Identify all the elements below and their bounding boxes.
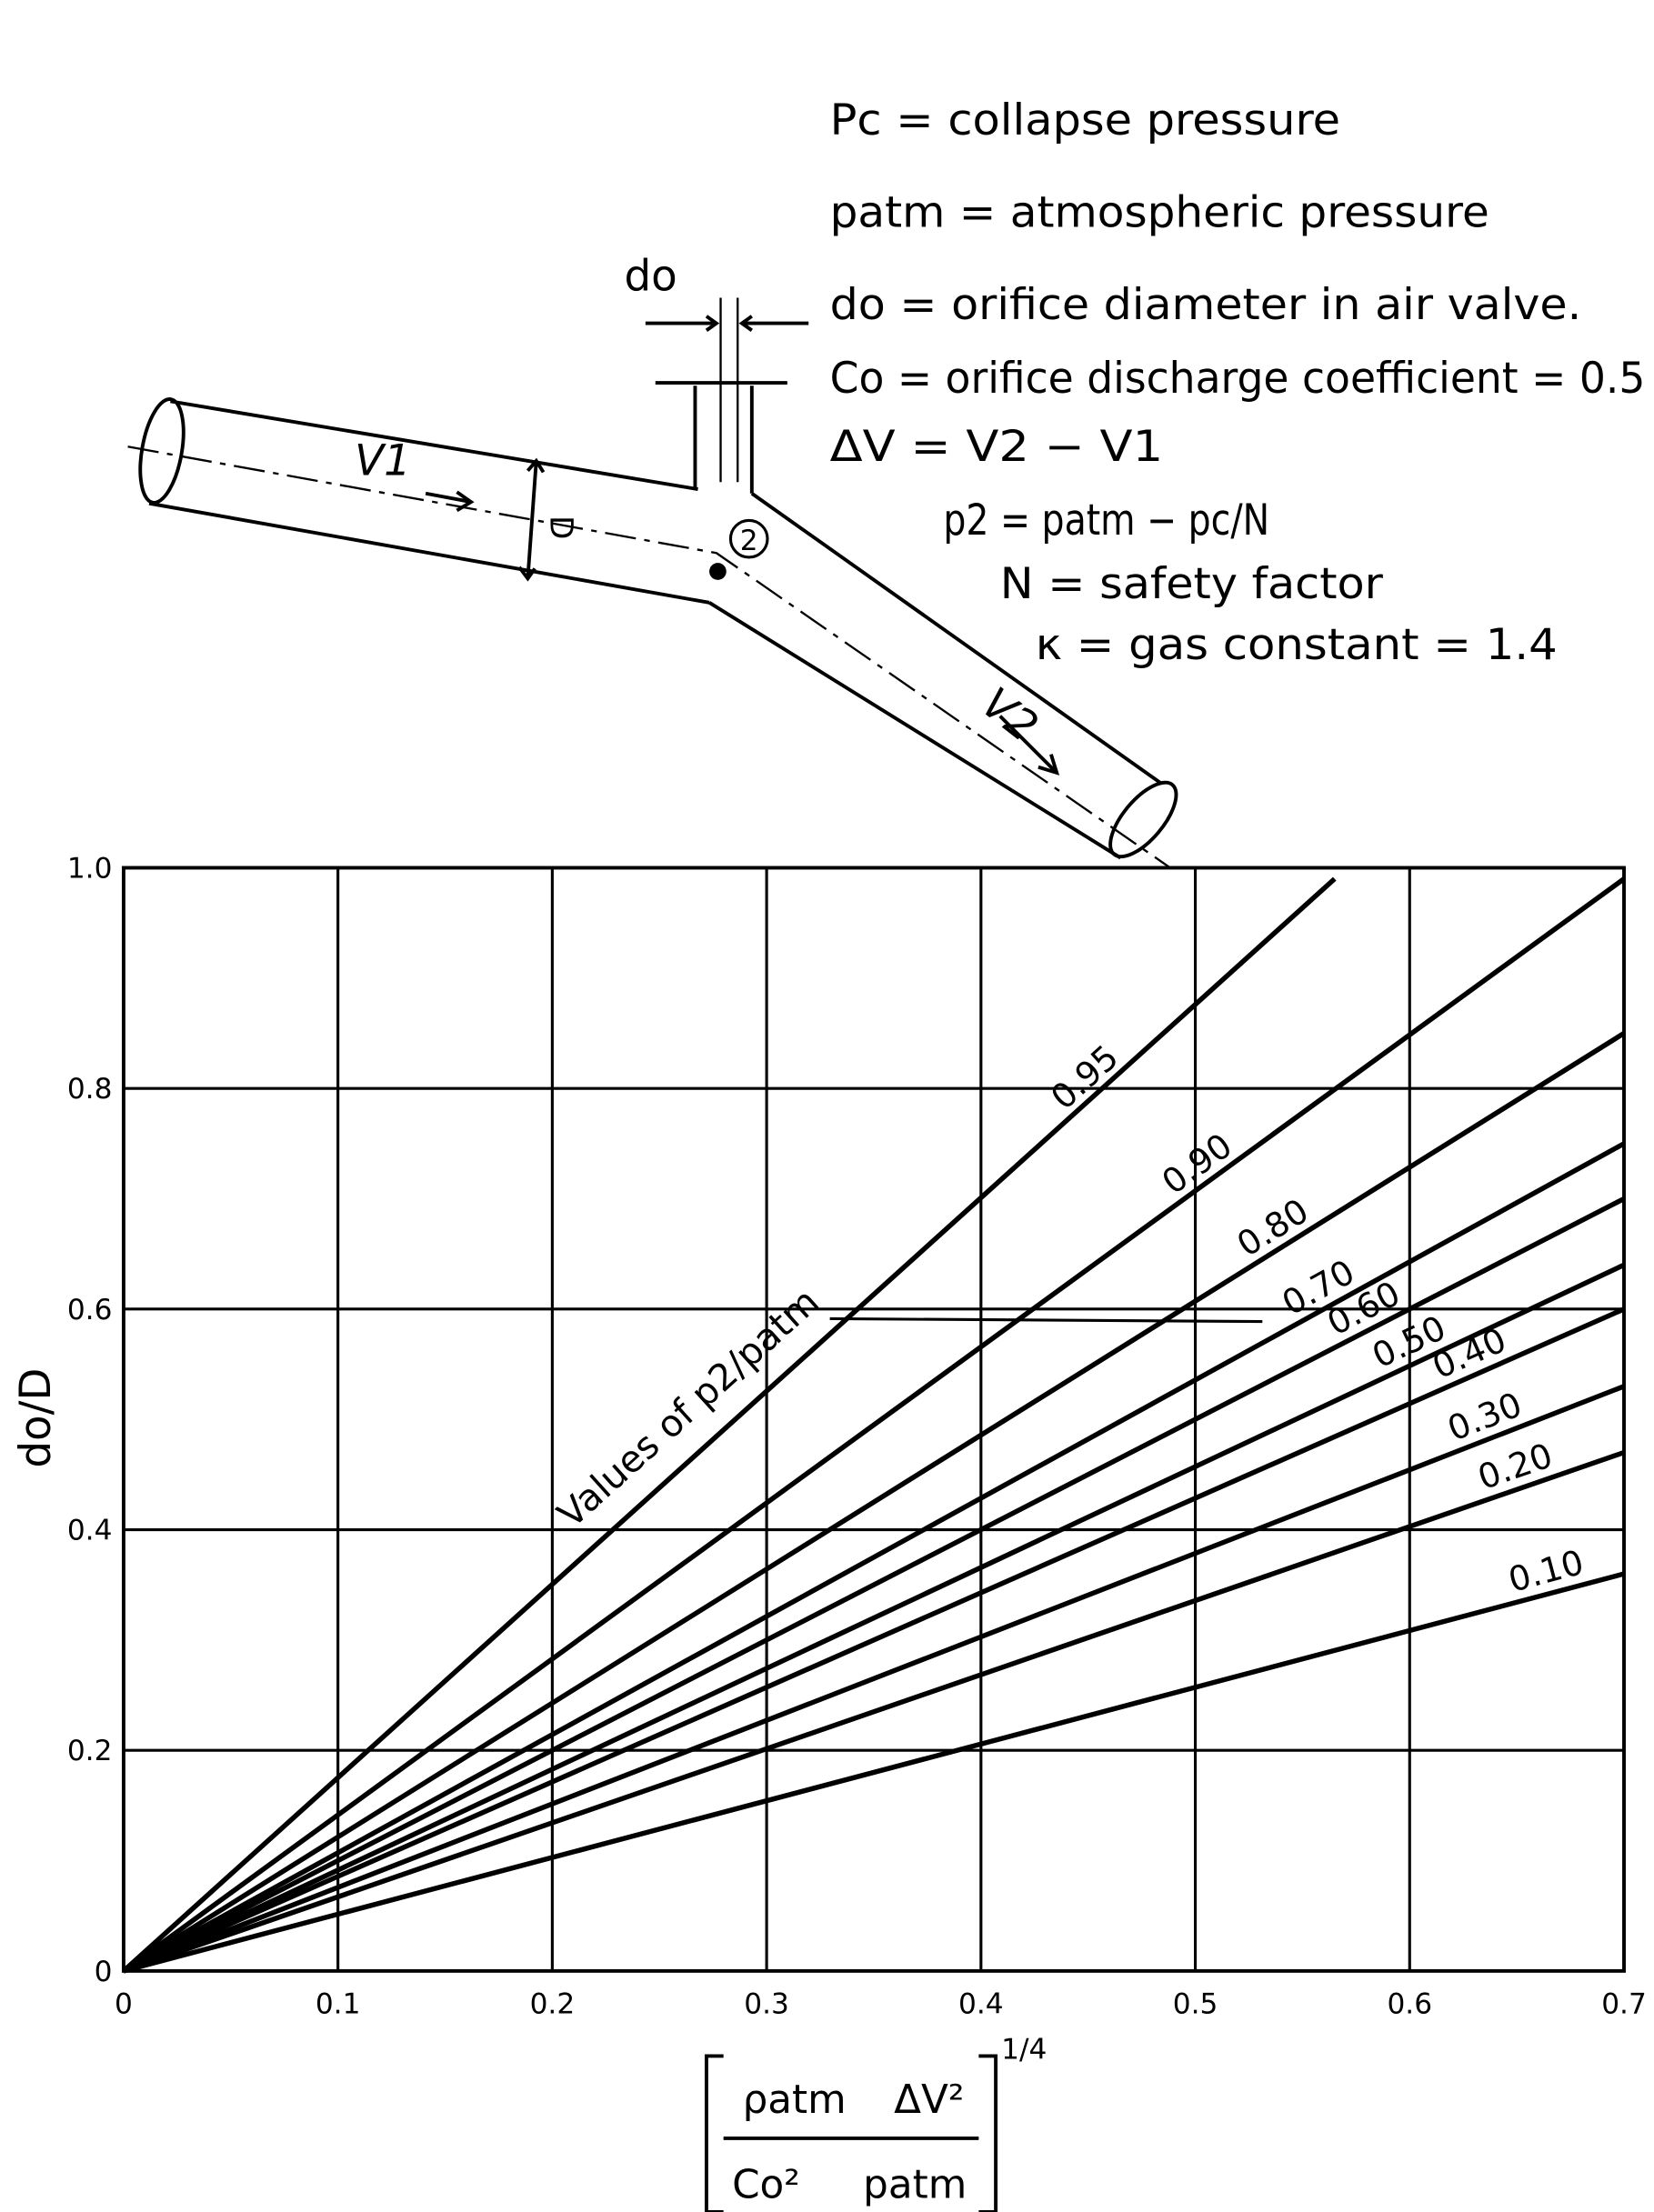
flow-arrow xyxy=(998,715,1060,776)
chart: 0 0.1 0.2 0.3 0.4 0.5 0.6 0.7 0 0.2 0.4 0.6 0.8 1.0 0.… xyxy=(12,852,1647,2212)
x-tick-label: 0.6 xyxy=(1387,1988,1432,2021)
definition: patm = atmospheric pressure xyxy=(830,189,1489,238)
y-tick-label: 0 xyxy=(95,1956,113,1988)
label-d: D xyxy=(542,515,578,539)
x-tick-label: 0.3 xyxy=(744,1988,789,2021)
plot-frame xyxy=(121,866,1626,1973)
y-tick-label: 0.2 xyxy=(67,1735,113,1767)
pipe-diagram xyxy=(127,297,1178,869)
definition: ΔV = V2 − V1 xyxy=(830,423,1164,472)
orifice xyxy=(719,297,739,483)
x-axis-label-part: patm xyxy=(863,2161,967,2207)
x-axis-label-part: ΔV² xyxy=(894,2077,964,2123)
series-line xyxy=(122,1384,1625,1974)
annotation: Values of p2/patm xyxy=(549,1279,827,1536)
series-line xyxy=(122,876,1626,1974)
definition: N = safety factor xyxy=(1000,560,1384,609)
pipe-end xyxy=(138,397,185,505)
point-dot xyxy=(709,563,727,580)
series-line xyxy=(123,1571,1625,1974)
y-tick-label: 1.0 xyxy=(67,852,113,885)
series-line xyxy=(122,1262,1626,1974)
annotation-leader xyxy=(829,1316,1263,1324)
x-axis-label-part: Co² xyxy=(732,2161,800,2207)
label-v1: V1 xyxy=(355,436,411,485)
series-line xyxy=(123,1449,1625,1974)
x-axis-label-part: 1/4 xyxy=(1001,2034,1047,2067)
x-axis-label-brackets xyxy=(704,2054,998,2212)
x-tick-label: 0.2 xyxy=(530,1988,576,2021)
y-tick-label: 0.8 xyxy=(67,1073,113,1106)
flow-arrow xyxy=(425,490,475,513)
definition: Co = orifice discharge coefficient = 0.5 xyxy=(830,355,1646,404)
orifice-dimension xyxy=(645,315,809,332)
x-tick-label: 0.5 xyxy=(1173,1988,1218,2021)
series-label: 0.10 xyxy=(1504,1542,1588,1600)
x-tick-label: 0.7 xyxy=(1601,1988,1647,2021)
definition: p2 = patm − pc/N xyxy=(943,496,1269,545)
series-line xyxy=(122,1306,1626,1974)
label-v2: V2 xyxy=(972,679,1047,753)
definition: Pc = collapse pressure xyxy=(830,96,1340,145)
series-line xyxy=(122,1031,1626,1974)
series-line xyxy=(122,1141,1626,1974)
definition: κ = gas constant = 1.4 xyxy=(1036,621,1558,670)
definition: do = orifice diameter in air valve. xyxy=(830,281,1582,330)
pipe-downstream xyxy=(708,492,1162,860)
x-tick-label: 0 xyxy=(115,1988,133,2021)
diameter-dimension xyxy=(517,457,546,582)
point-marker xyxy=(728,518,769,559)
series-line xyxy=(122,1196,1626,1974)
y-axis-label: do/D xyxy=(12,1368,61,1468)
label-do: do xyxy=(624,253,677,302)
centerline xyxy=(127,445,1171,869)
x-axis-label-part: ρatm xyxy=(743,2077,847,2123)
x-tick-label: 0.1 xyxy=(316,1988,361,2021)
x-tick-label: 0.4 xyxy=(958,1988,1004,2021)
series-line xyxy=(122,876,1337,1973)
y-tick-label: 0.6 xyxy=(67,1294,113,1326)
pipe-end xyxy=(1108,780,1178,859)
label-point: 2 xyxy=(740,525,758,557)
y-tick-label: 0.4 xyxy=(67,1514,113,1546)
pipe-upstream xyxy=(148,399,710,605)
